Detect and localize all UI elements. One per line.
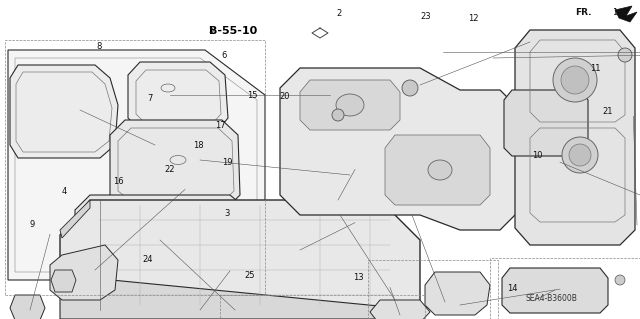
Polygon shape	[615, 6, 637, 22]
Text: 21: 21	[603, 107, 613, 116]
Text: 19: 19	[222, 158, 232, 167]
Ellipse shape	[336, 94, 364, 116]
Circle shape	[615, 275, 625, 285]
Polygon shape	[502, 268, 608, 313]
Text: 7: 7	[148, 94, 153, 103]
Text: 15: 15	[248, 91, 258, 100]
Circle shape	[332, 109, 344, 121]
Text: 22: 22	[164, 165, 175, 174]
Polygon shape	[370, 300, 430, 319]
Text: 8: 8	[97, 42, 102, 51]
Polygon shape	[110, 120, 240, 207]
Text: 24: 24	[142, 256, 152, 264]
Text: 11: 11	[590, 64, 600, 73]
Polygon shape	[51, 270, 76, 292]
Text: 9: 9	[29, 220, 35, 229]
Polygon shape	[8, 50, 265, 280]
Polygon shape	[504, 90, 588, 156]
Polygon shape	[425, 272, 490, 315]
Bar	[490, 258, 640, 319]
Polygon shape	[50, 245, 118, 300]
Text: 10: 10	[532, 151, 543, 160]
Circle shape	[562, 137, 598, 173]
Text: 25: 25	[244, 271, 255, 280]
Text: 3: 3	[225, 209, 230, 218]
Polygon shape	[128, 62, 228, 130]
Text: 18: 18	[193, 141, 204, 150]
Polygon shape	[280, 68, 520, 230]
Polygon shape	[60, 200, 90, 238]
Text: FR.: FR.	[575, 8, 592, 17]
Circle shape	[569, 144, 591, 166]
Text: 13: 13	[353, 273, 364, 282]
Circle shape	[561, 66, 589, 94]
Circle shape	[402, 80, 418, 96]
Polygon shape	[300, 80, 400, 130]
Polygon shape	[10, 65, 118, 158]
Ellipse shape	[428, 160, 452, 180]
Text: SEA4-B3600B: SEA4-B3600B	[525, 294, 578, 303]
Text: 16: 16	[113, 177, 124, 186]
Polygon shape	[10, 295, 45, 319]
Text: 5: 5	[209, 26, 214, 35]
Circle shape	[618, 48, 632, 62]
Text: 14: 14	[507, 284, 517, 293]
Text: 20: 20	[280, 92, 290, 101]
Text: 6: 6	[221, 51, 227, 60]
Text: B-55-10: B-55-10	[209, 26, 258, 36]
Text: 23: 23	[420, 12, 431, 21]
Text: 1: 1	[612, 8, 617, 17]
Bar	[5, 40, 265, 295]
Text: 17: 17	[216, 121, 226, 130]
Circle shape	[553, 58, 597, 102]
Polygon shape	[60, 275, 420, 319]
Polygon shape	[75, 195, 250, 292]
Bar	[220, 295, 425, 319]
Polygon shape	[385, 135, 490, 205]
Text: 2: 2	[337, 9, 342, 18]
Text: 4: 4	[61, 187, 67, 196]
Polygon shape	[60, 200, 420, 310]
Polygon shape	[515, 30, 635, 245]
Bar	[368, 260, 498, 319]
Text: 12: 12	[468, 14, 479, 23]
